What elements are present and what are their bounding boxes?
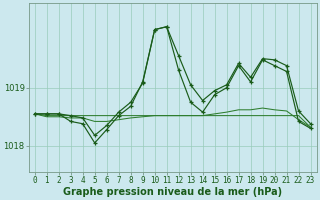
X-axis label: Graphe pression niveau de la mer (hPa): Graphe pression niveau de la mer (hPa) <box>63 187 282 197</box>
